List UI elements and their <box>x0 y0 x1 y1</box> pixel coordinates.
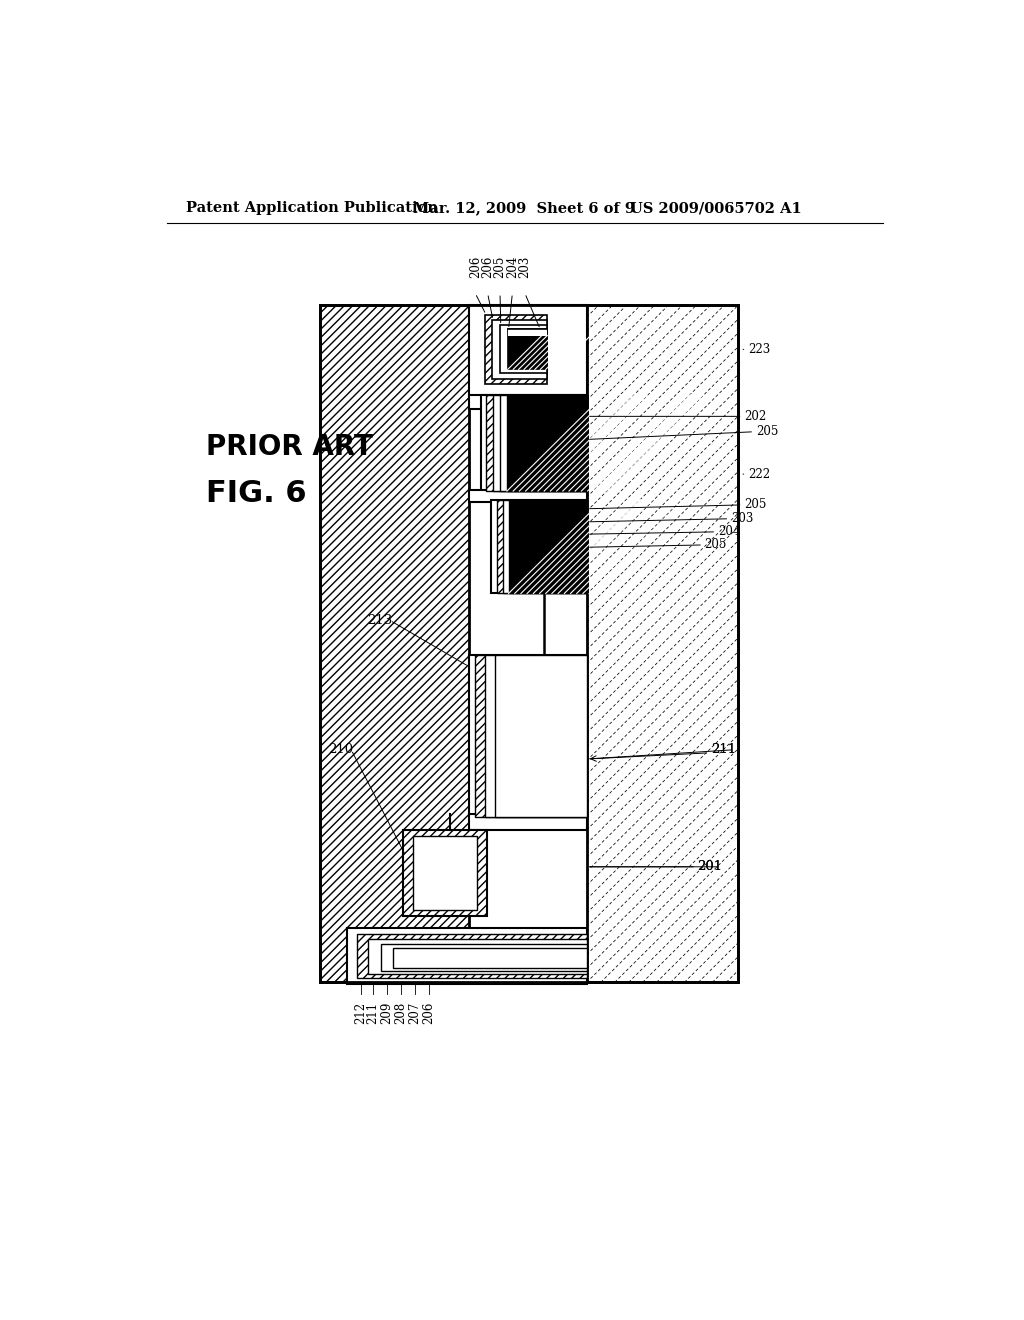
Bar <box>486 395 587 491</box>
Bar <box>346 928 587 983</box>
Bar <box>469 305 587 397</box>
Text: 212: 212 <box>354 1002 367 1024</box>
Text: 208: 208 <box>394 1002 408 1024</box>
Bar <box>321 305 738 982</box>
Text: 201: 201 <box>697 861 723 874</box>
Text: Patent Application Publication: Patent Application Publication <box>186 202 438 215</box>
Bar <box>484 655 587 817</box>
Bar <box>469 814 587 830</box>
Bar <box>490 499 587 594</box>
Text: 211: 211 <box>367 1002 380 1024</box>
Bar <box>496 655 587 817</box>
Bar <box>381 944 587 970</box>
Bar <box>369 940 587 974</box>
Text: 204: 204 <box>718 525 740 539</box>
Bar <box>508 330 547 370</box>
Bar <box>414 836 477 909</box>
Bar <box>508 330 547 335</box>
Text: 213: 213 <box>367 614 392 627</box>
Text: 204: 204 <box>506 255 519 277</box>
Bar <box>503 499 587 594</box>
Bar <box>508 335 547 370</box>
Text: FIG. 6: FIG. 6 <box>206 479 306 508</box>
Text: 205: 205 <box>756 425 778 438</box>
Text: 209: 209 <box>380 1002 393 1024</box>
Text: 206: 206 <box>422 1002 435 1024</box>
Bar <box>469 395 587 409</box>
Bar <box>500 395 587 491</box>
Bar <box>509 499 587 594</box>
Bar <box>493 395 587 491</box>
Text: 205: 205 <box>494 255 507 277</box>
Bar <box>403 830 486 916</box>
Bar <box>480 395 587 491</box>
Bar <box>493 321 547 379</box>
Bar <box>469 655 587 817</box>
Text: 210: 210 <box>328 743 353 756</box>
Bar <box>500 326 547 374</box>
Text: 201: 201 <box>697 861 723 874</box>
Text: 205: 205 <box>744 499 767 511</box>
Bar <box>321 305 469 982</box>
Bar <box>507 395 587 491</box>
Text: PRIOR ART: PRIOR ART <box>206 433 373 461</box>
Text: 203: 203 <box>731 512 754 525</box>
Text: 211: 211 <box>711 743 736 756</box>
Text: Mar. 12, 2009  Sheet 6 of 9: Mar. 12, 2009 Sheet 6 of 9 <box>414 202 635 215</box>
Text: 203: 203 <box>518 255 531 277</box>
Bar <box>497 499 587 594</box>
Bar <box>484 314 547 384</box>
Text: 206: 206 <box>469 255 481 277</box>
Text: 211: 211 <box>711 743 736 756</box>
Bar <box>475 655 587 817</box>
Bar <box>587 305 738 982</box>
Text: US 2009/0065702 A1: US 2009/0065702 A1 <box>630 202 802 215</box>
Text: 222: 222 <box>748 467 770 480</box>
Text: 205: 205 <box>705 539 727 552</box>
Text: 223: 223 <box>748 343 770 356</box>
Text: 206: 206 <box>481 255 495 277</box>
Bar <box>356 933 587 978</box>
Text: 207: 207 <box>409 1002 421 1024</box>
Text: 202: 202 <box>744 409 766 422</box>
Bar <box>469 490 587 502</box>
Bar <box>393 948 587 969</box>
